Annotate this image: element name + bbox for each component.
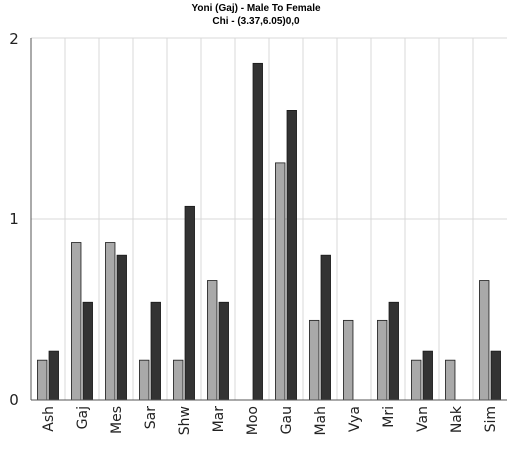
y-tick-label: 0 — [9, 391, 19, 409]
x-tick-label: Mah — [313, 406, 329, 436]
bar — [82, 301, 93, 401]
x-tick-label: Mar — [211, 406, 227, 433]
x-tick-label: Moo — [245, 406, 261, 435]
bar — [252, 62, 263, 401]
bar — [388, 301, 399, 401]
bar — [479, 280, 490, 401]
bar — [173, 359, 184, 401]
bar — [71, 242, 82, 401]
bar — [37, 359, 48, 401]
bar — [139, 359, 150, 401]
axes — [30, 38, 507, 401]
x-tick-label: Van — [415, 406, 431, 432]
y-tick-label: 1 — [9, 210, 19, 228]
bar — [445, 359, 456, 401]
x-tick-label: Vya — [347, 406, 363, 432]
bar — [286, 110, 297, 401]
x-tick-label: Mri — [381, 406, 397, 428]
bar — [490, 350, 501, 401]
bars — [37, 62, 501, 401]
x-tick-label: Nak — [449, 405, 465, 433]
bar — [105, 242, 116, 401]
x-tick-label: Shw — [177, 406, 193, 435]
gridlines — [31, 37, 507, 400]
bar — [422, 350, 433, 401]
bar — [343, 319, 354, 401]
bar — [184, 205, 195, 401]
bar — [207, 280, 218, 401]
x-tick-label: Gau — [279, 406, 295, 434]
x-tick-label: Ash — [41, 406, 57, 432]
x-tick-label: Mes — [109, 406, 125, 434]
bar — [116, 254, 127, 401]
bar — [411, 359, 422, 401]
y-tick-label: 2 — [9, 30, 19, 48]
x-tick-label: Sar — [143, 406, 159, 429]
bar — [377, 319, 388, 401]
chart-title: Yoni (Gaj) - Male To Female — [191, 3, 321, 14]
tick-labels: 0 1 2 Ash Gaj Mes Sar Shw Mar Moo Gau Mah Vya Mri Van N… — [9, 30, 499, 436]
bar — [309, 319, 320, 401]
bar — [218, 301, 229, 401]
bar — [150, 301, 161, 401]
x-tick-label: Sim — [483, 406, 499, 432]
bar — [320, 254, 331, 401]
bar — [48, 350, 59, 401]
x-tick-label: Gaj — [75, 406, 91, 429]
bar — [275, 162, 286, 401]
chart-subtitle: Chi - (3.37,6.05)0,0 — [212, 16, 300, 27]
